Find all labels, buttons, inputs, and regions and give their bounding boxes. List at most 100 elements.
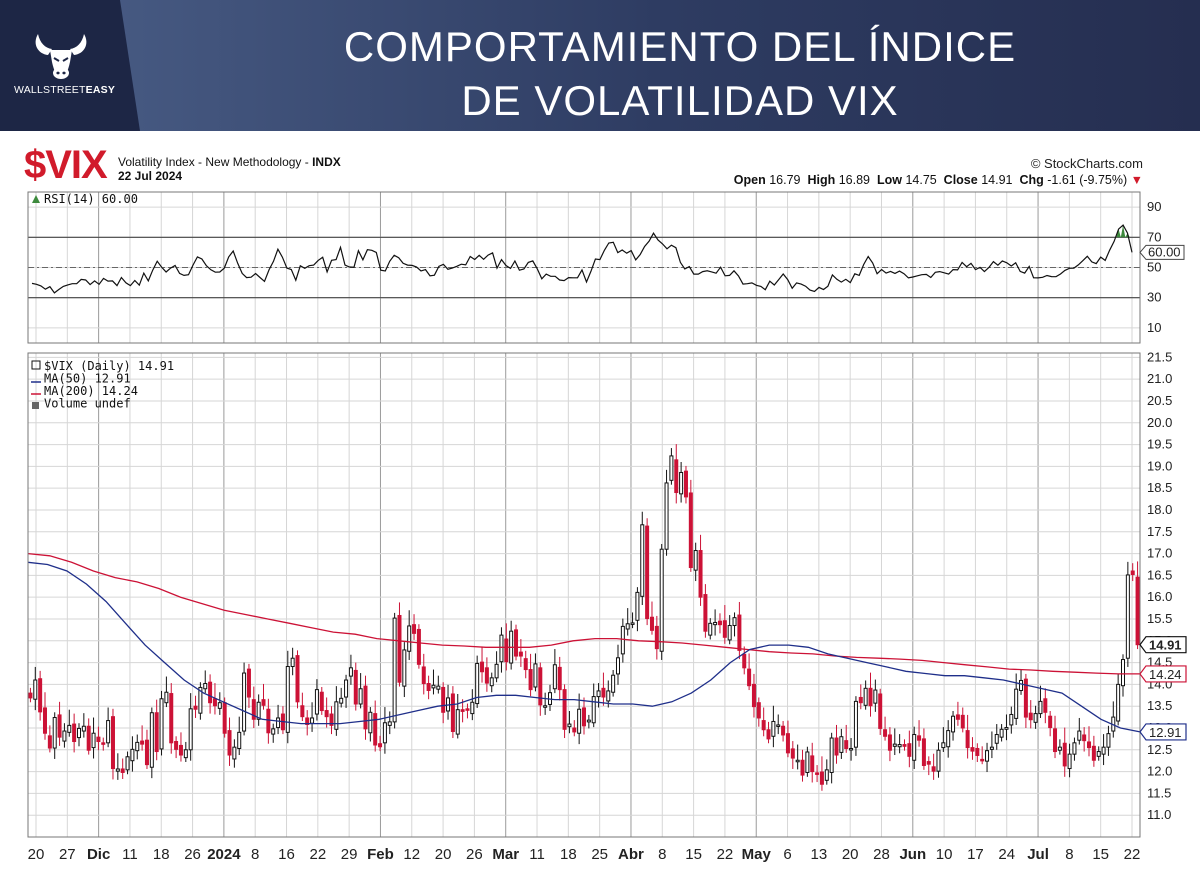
candle-body: [62, 730, 67, 742]
candle-body: [256, 701, 261, 720]
candle-body: [465, 708, 470, 711]
candle-body: [504, 638, 509, 663]
x-tick-label: 11: [529, 846, 545, 863]
candle-body: [106, 720, 111, 744]
x-tick-label: 28: [873, 846, 890, 863]
candle-body: [883, 729, 888, 737]
logo-panel: WALLSTREETEASY: [0, 0, 140, 131]
candle-body: [941, 742, 946, 749]
candle-legend-icon: [31, 360, 41, 370]
candle-body: [67, 724, 72, 733]
candle-body: [771, 720, 776, 737]
ma200-line: [27, 552, 1140, 675]
x-tick-label: 18: [560, 846, 577, 863]
candle-body: [489, 677, 494, 687]
candle-body: [873, 689, 878, 704]
x-tick-label: 17: [967, 846, 984, 863]
candle-body: [101, 742, 106, 745]
candle-body: [319, 691, 324, 712]
candle-body: [110, 716, 115, 770]
price-y-tick-label: 18.5: [1147, 480, 1172, 495]
x-tick-label: Jun: [899, 846, 926, 863]
price-y-tick-label: 11.5: [1147, 785, 1171, 800]
candle-body: [805, 751, 810, 773]
candle-body: [237, 731, 242, 749]
candle-body: [203, 683, 208, 690]
candle-body: [698, 550, 703, 598]
candle-body: [892, 743, 897, 747]
candle-body: [1048, 715, 1053, 729]
title-line-2: DE VOLATILIDAD VIX: [461, 77, 899, 124]
candle-body: [480, 661, 485, 673]
candle-body: [246, 668, 251, 698]
rsi-line: [31, 224, 1133, 294]
candle-body: [863, 687, 868, 706]
ma50-line: [27, 561, 1141, 733]
candle-body: [475, 662, 480, 705]
candle-body: [86, 725, 91, 751]
source-credit[interactable]: © StockCharts.com: [1030, 156, 1143, 171]
candle-body: [912, 734, 917, 761]
candle-body: [42, 707, 48, 734]
candle-body: [154, 712, 159, 753]
candle-body: [314, 689, 319, 715]
price-legend-vix: $VIX (Daily) 14.91: [44, 359, 174, 373]
candle-body: [630, 622, 635, 625]
panel-frames: [27, 191, 1141, 838]
candle-body: [1043, 698, 1048, 713]
candle-body: [382, 722, 387, 744]
candle-body: [727, 625, 732, 641]
candle-body: [567, 723, 572, 728]
candle-body: [1019, 679, 1024, 691]
candle-body: [290, 657, 295, 668]
rsi-frame: [27, 191, 1141, 344]
x-tick-label: 15: [1092, 846, 1109, 863]
candle-body: [562, 689, 567, 730]
candle-body: [936, 749, 941, 772]
axes: 20 27 Dic 11 18 26 2024 8 16 22 29 Feb 12 20 26 Mar 11 18…: [28, 199, 1187, 863]
rsi-overbought-fill: [1116, 225, 1130, 238]
x-tick-label: 6: [783, 846, 791, 863]
ohlc-summary: Open 16.79 High 16.89 Low 14.75 Close 14…: [733, 173, 1143, 187]
x-tick-label: 22: [309, 846, 326, 863]
candle-body: [577, 708, 582, 734]
candle-body: [91, 732, 96, 749]
x-tick-label: 11: [122, 846, 138, 863]
candle-body: [212, 698, 217, 707]
candle-body: [1101, 746, 1106, 755]
rsi-panel: [28, 224, 1140, 299]
candle-body: [198, 686, 203, 714]
candle-body: [844, 740, 849, 749]
candle-body: [344, 679, 349, 698]
candle-body: [834, 737, 839, 756]
candle-body: [310, 717, 315, 724]
candle-body: [125, 756, 130, 771]
candle-body: [266, 708, 271, 734]
x-tick-label: 12: [403, 846, 420, 863]
candle-body: [543, 705, 548, 708]
x-tick-label: Jul: [1027, 846, 1049, 863]
x-tick-label: 22: [717, 846, 734, 863]
candle-body: [717, 620, 722, 626]
candle-body: [402, 649, 407, 687]
index-name: Volatility Index - New Methodology - IND…: [118, 155, 341, 169]
candle-body: [737, 614, 742, 651]
candle-body: [926, 761, 931, 765]
candle-body: [761, 720, 766, 731]
candle-body: [115, 768, 120, 772]
rsi-y-tick-label: 30: [1147, 290, 1161, 305]
x-tick-label: Dic: [87, 846, 110, 863]
candle-body: [1023, 678, 1028, 718]
candle-body: [329, 713, 334, 726]
candle-body: [120, 768, 125, 773]
ma50-value-label: 12.91: [1149, 725, 1182, 740]
candle-body: [217, 702, 222, 709]
candle-body: [96, 736, 101, 743]
candle-body: [276, 717, 281, 729]
candle-body: [586, 719, 591, 723]
candle-body: [358, 688, 363, 705]
candle-body: [917, 735, 922, 741]
candle-body: [596, 690, 601, 698]
